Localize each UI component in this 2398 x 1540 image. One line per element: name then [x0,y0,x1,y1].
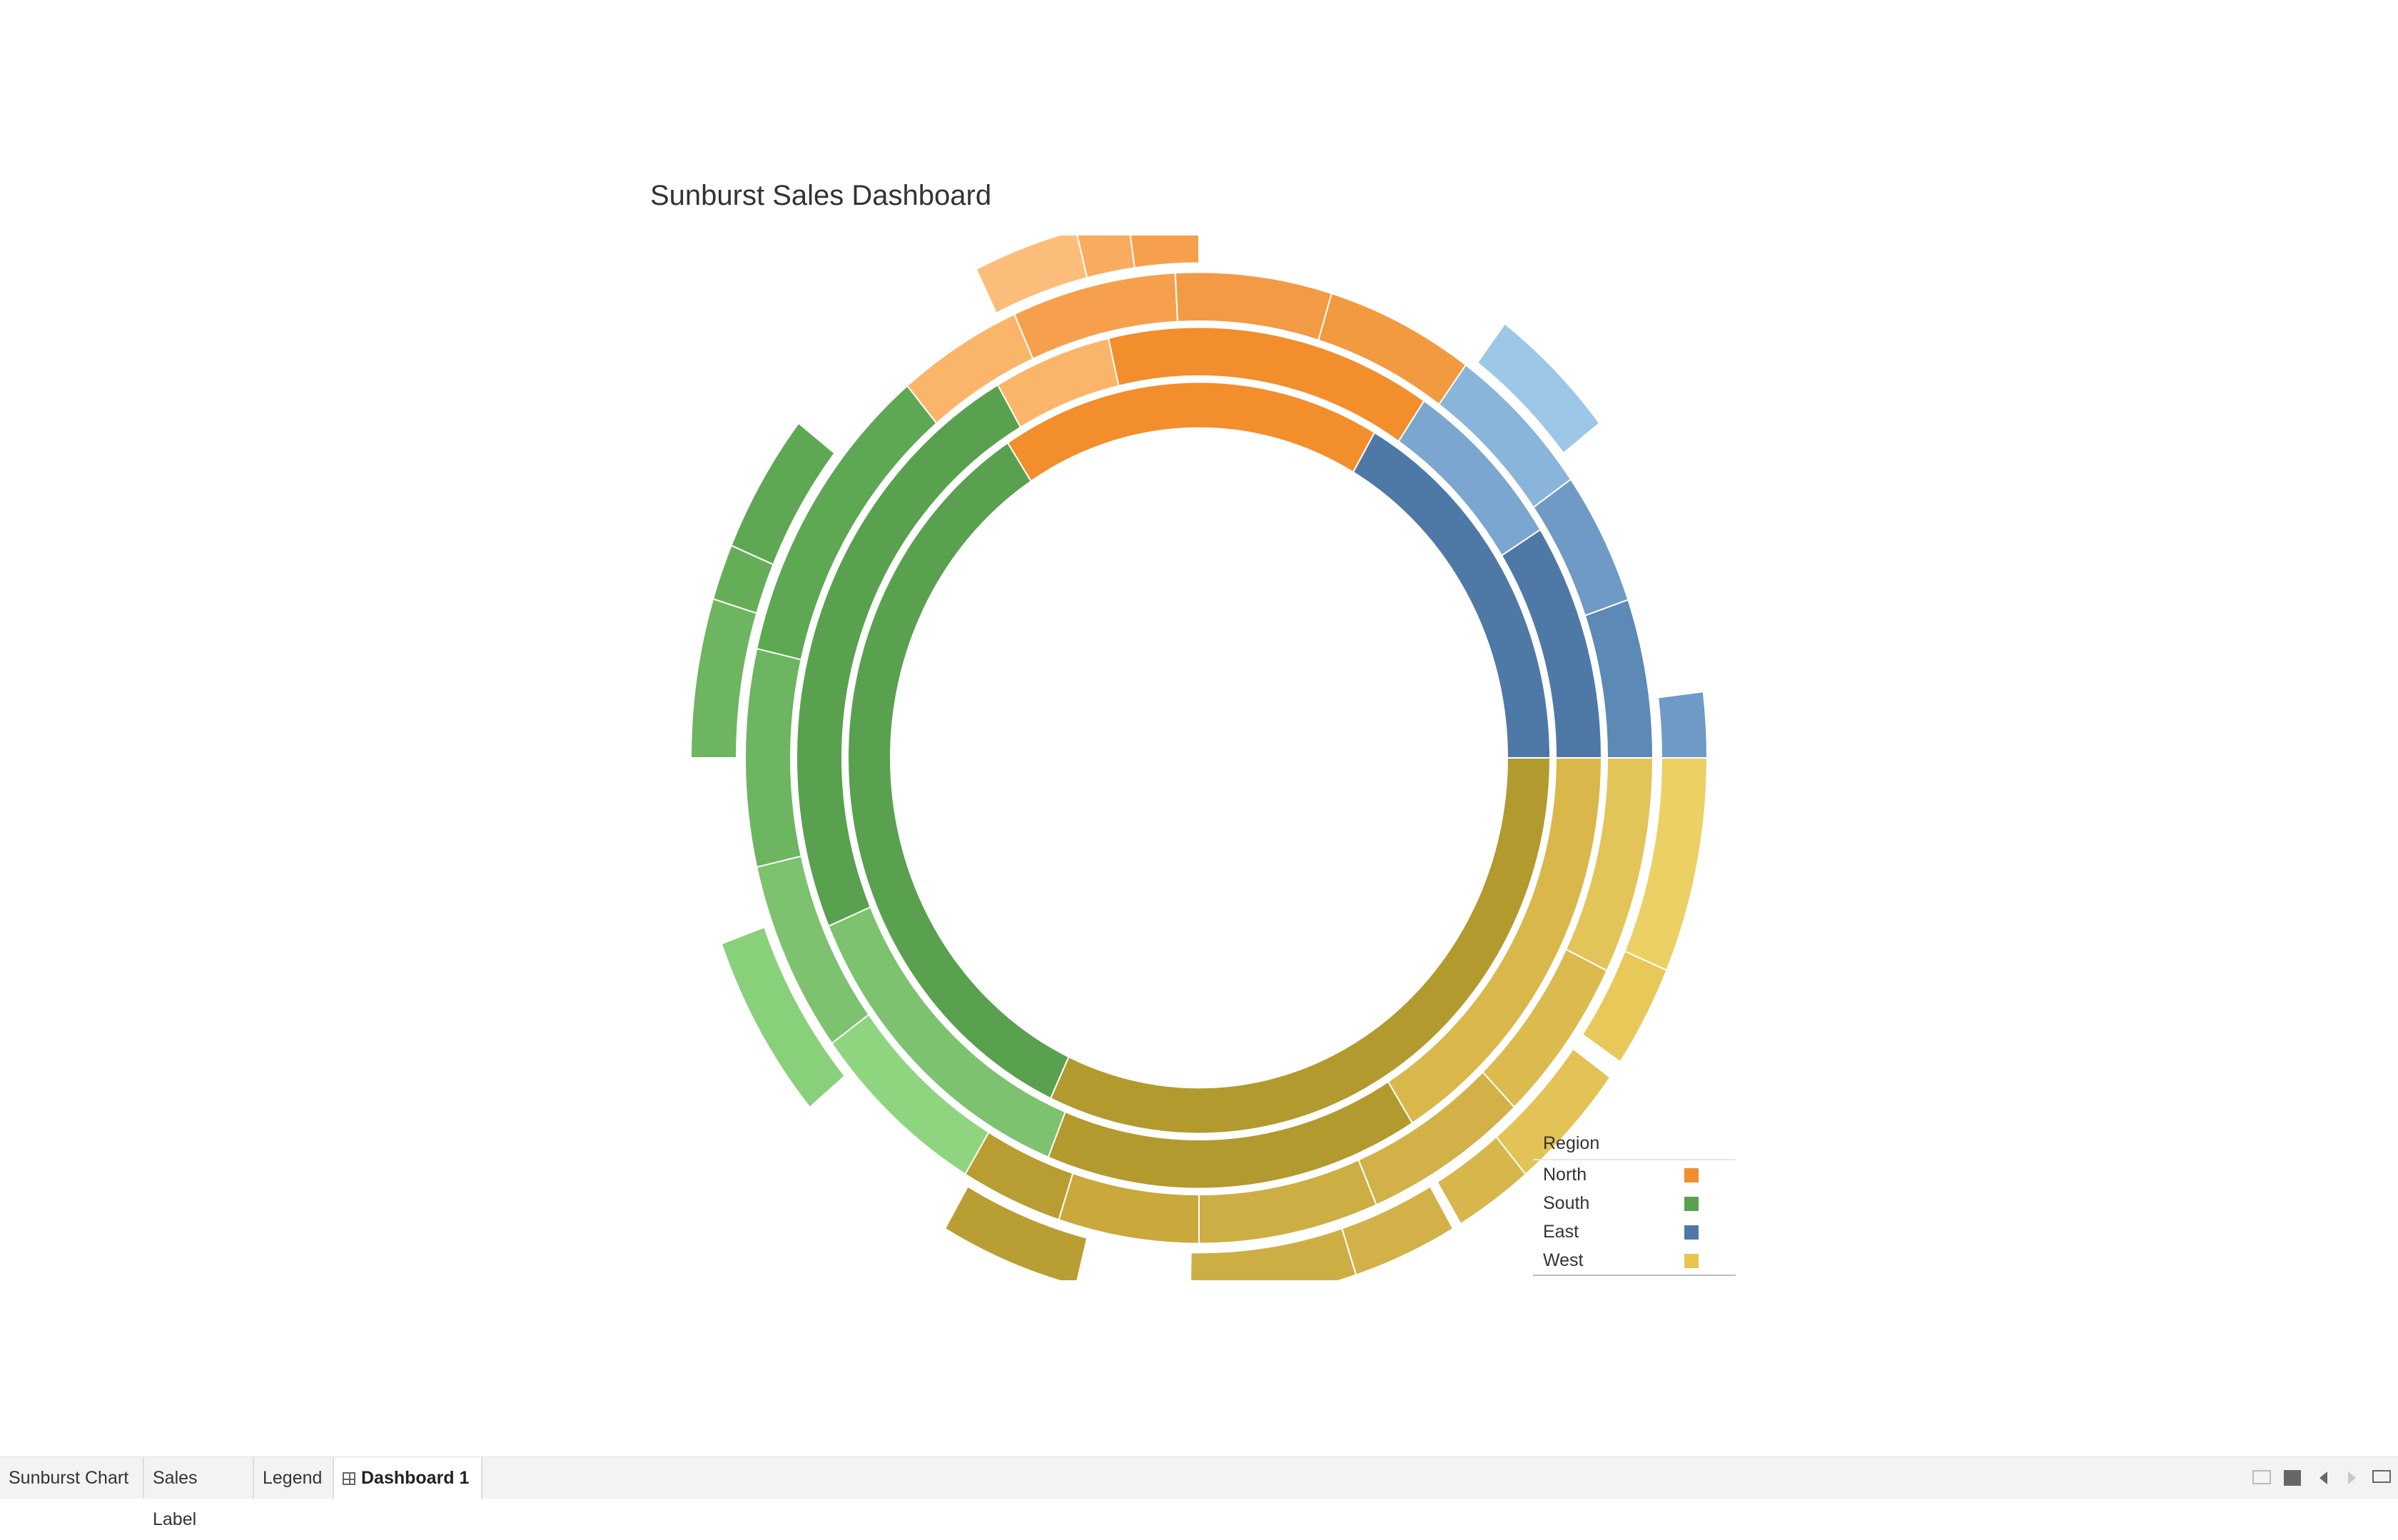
tab-label: Sunburst Chart [9,1468,129,1488]
next-sheet-icon[interactable] [2348,1471,2356,1484]
region-legend: Region North South East West [1533,1130,1736,1276]
sunburst-segment-l4-south-7[interactable] [720,926,846,1109]
legend-label: North [1543,1165,1587,1185]
dashboard-title: Sunburst Sales Dashboard [650,180,992,211]
legend-swatch [1684,1168,1699,1182]
tab-legend[interactable]: Legend [254,1457,334,1499]
tab-label: Sales Label [153,1468,198,1529]
sunburst-segment-l4-south-10[interactable] [730,422,836,566]
sheet-tab-bar: Sunburst Chart Sales Label Legend Dashbo… [0,1457,2398,1529]
sunburst-segment-l1-east-3[interactable] [1352,431,1552,759]
legend-item-east[interactable]: East [1533,1217,1736,1246]
sunburst-segment-l4-west-3[interactable] [1436,1135,1527,1225]
sunburst-segment-l3-south-8[interactable] [744,647,802,868]
legend-title: Region [1533,1130,1736,1160]
thumbnails-icon[interactable] [2252,1470,2271,1484]
legend-swatch [1684,1197,1699,1211]
sunburst-segment-l4-west-1[interactable] [1581,950,1668,1063]
legend-item-north[interactable]: North [1533,1160,1736,1189]
single-sheet-icon[interactable] [2284,1470,2301,1486]
sunburst-segment-l3-east-16[interactable] [1584,599,1654,759]
sunburst-segment-l2-east-7[interactable] [1500,528,1603,759]
tab-label: Dashboard 1 [361,1468,470,1488]
tab-label: Legend [263,1468,323,1488]
tab-sales-label[interactable]: Sales Label [144,1457,254,1529]
legend-swatch [1684,1254,1699,1268]
sunburst-segment-l1-west-0[interactable] [1049,757,1552,1135]
legend-label: West [1543,1250,1584,1270]
presentation-mode-icon[interactable] [2372,1470,2391,1483]
sunburst-segment-l4-east-14[interactable] [1476,323,1601,455]
legend-label: East [1543,1222,1579,1242]
previous-sheet-icon[interactable] [2319,1471,2327,1484]
legend-label: South [1543,1193,1590,1213]
sunburst-segment-l4-west-6[interactable] [943,1185,1088,1280]
sunburst-segment-l1-south-1[interactable] [847,442,1070,1100]
tab-sunburst-chart[interactable]: Sunburst Chart [0,1457,144,1499]
legend-swatch [1684,1225,1699,1240]
chart-area [645,235,1736,1280]
tab-dashboard-1[interactable]: Dashboard 1 [334,1457,482,1499]
legend-item-south[interactable]: South [1533,1189,1736,1217]
sunburst-segment-l4-north-13[interactable] [1128,235,1200,269]
sunburst-chart[interactable] [645,235,1736,1280]
legend-item-west[interactable]: West [1533,1246,1736,1276]
grid-icon [343,1472,355,1486]
sunburst-segment-l4-west-5[interactable] [1190,1227,1357,1280]
sunburst-segment-l4-east-15[interactable] [1657,691,1709,759]
